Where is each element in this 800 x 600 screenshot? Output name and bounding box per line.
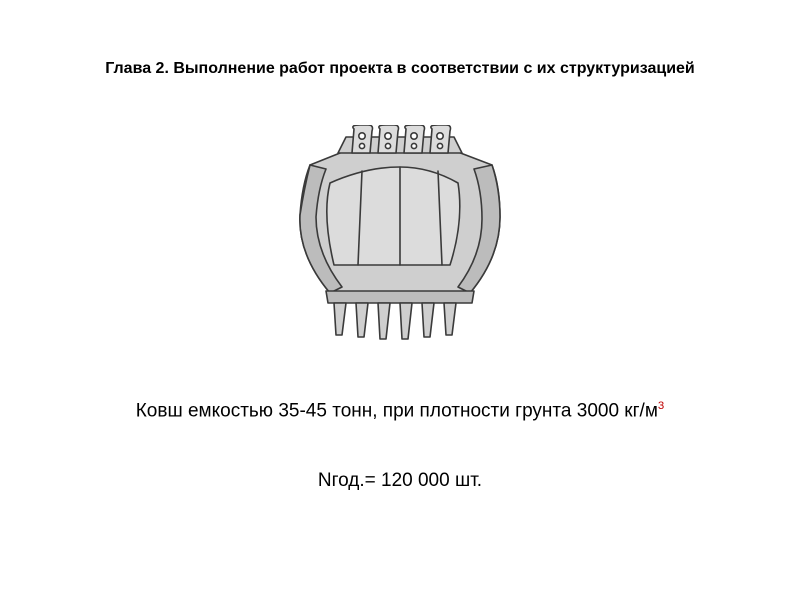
chapter-heading: Глава 2. Выполнение работ проекта в соот… <box>0 60 800 78</box>
caption-line-2: Nгод.= 120 000 шт. <box>0 470 800 492</box>
unit-exponent: 3 <box>658 400 664 412</box>
caption-line-1: Ковш емкостью 35-45 тонн, при плотности … <box>0 400 800 422</box>
bucket-illustration <box>250 125 550 355</box>
unit-base: м <box>645 400 658 421</box>
caption-text: Ковш емкостью 35-45 тонн, при плотности … <box>136 400 645 421</box>
unit-m3: м3 <box>645 400 664 422</box>
